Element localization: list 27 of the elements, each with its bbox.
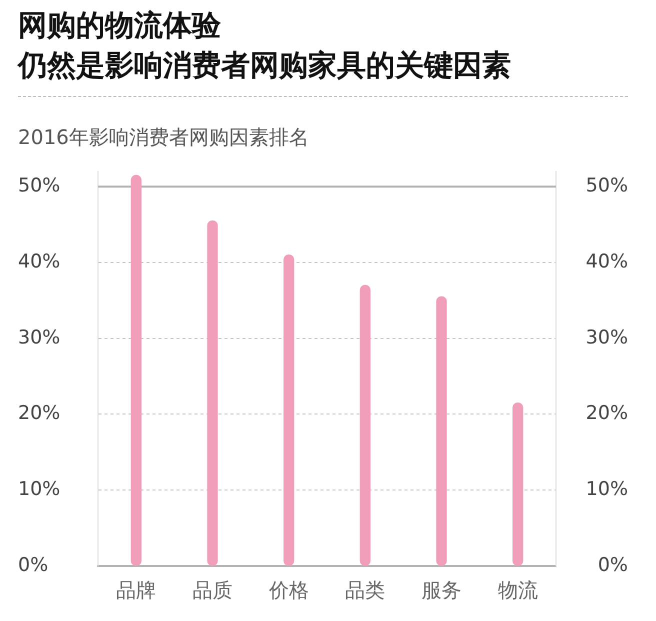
y2-tick-label: 0% (598, 554, 628, 576)
y2-tick-label: 50% (586, 174, 628, 197)
x-tick-label: 品类 (345, 578, 386, 602)
chart-subtitle: 仍然是影响消费者网购家具的关键因素 (18, 47, 511, 84)
x-tick-label: 服务 (422, 578, 462, 602)
bar (360, 284, 370, 566)
chart-title: 网购的物流体验 (18, 7, 221, 44)
y2-tick-label: 10% (586, 478, 628, 500)
y2-tick-label: 20% (586, 402, 628, 424)
y-tick-label: 10% (18, 478, 60, 500)
y-tick-label: 20% (18, 402, 60, 424)
y-tick-label: 0% (18, 554, 48, 576)
y2-tick-label: 30% (586, 326, 628, 348)
bar (130, 174, 142, 566)
y-tick-label: 40% (18, 250, 60, 272)
x-tick-label: 价格 (268, 578, 309, 602)
x-tick-label: 品质 (192, 578, 232, 602)
y-tick-label: 30% (18, 326, 60, 348)
y2-tick-label: 40% (586, 250, 628, 272)
y-tick-label: 50% (18, 174, 60, 197)
bar (436, 296, 447, 566)
x-tick-label: 物流 (498, 578, 538, 602)
bar (284, 254, 294, 566)
text: 2016年影响消费者网购因素排名 (18, 124, 309, 150)
bar (512, 402, 524, 566)
x-tick-label: 品牌 (116, 578, 156, 602)
bar (207, 220, 218, 566)
